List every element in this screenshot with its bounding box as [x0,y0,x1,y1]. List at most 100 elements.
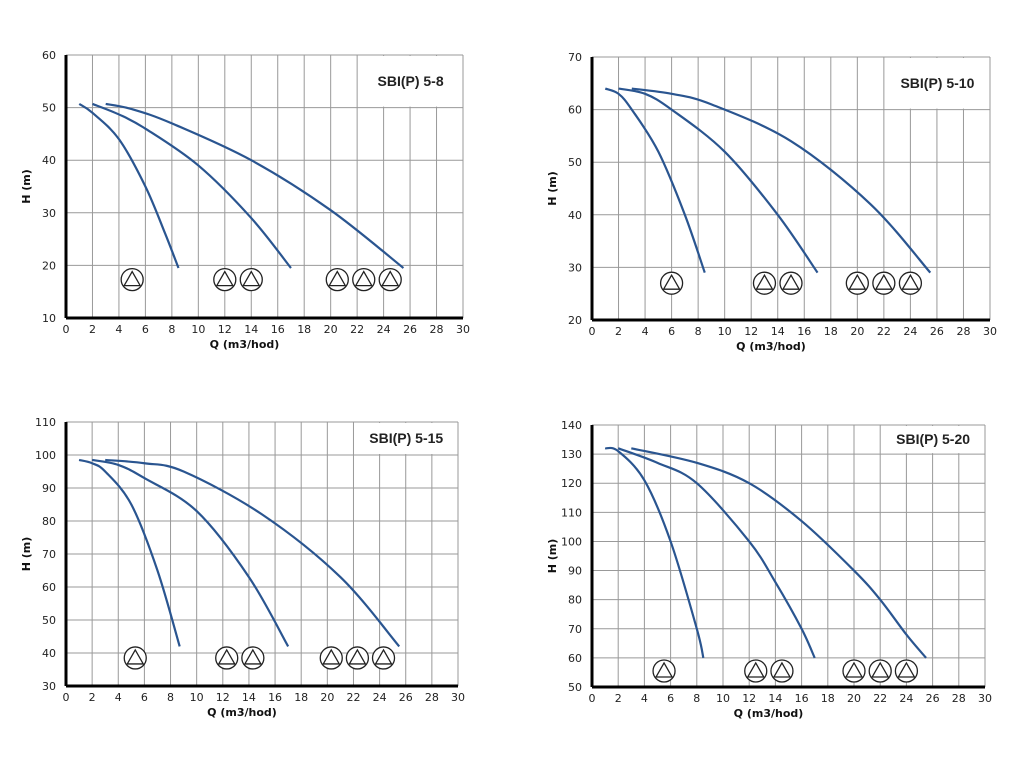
pump-triangle [654,661,674,678]
y-tick-label: 40 [42,647,56,660]
pump-icon [352,267,376,292]
pump-curve-3 [105,458,401,648]
pump-icon [842,659,866,683]
x-tick-label: 2 [89,323,96,336]
pump-triangle [746,661,765,678]
x-tick-label: 4 [641,692,648,705]
pump-triangle [322,648,341,665]
pump-curve-1 [78,458,181,647]
pump-triangle [781,273,801,290]
pump-icon [239,267,263,292]
x-tick-label: 24 [903,325,917,338]
pump-curve-2 [618,87,819,274]
x-tick-label: 8 [167,691,174,704]
x-tick-label: 24 [373,691,387,704]
y-tick-label: 30 [42,207,56,220]
pump-triangle [217,648,236,665]
pump-icon [215,646,239,670]
y-tick-label: 130 [561,448,582,461]
pump-icon [241,646,265,670]
y-tick-label: 50 [568,156,582,169]
pump-icon [319,646,343,670]
pump-curve-1 [78,102,180,269]
x-tick-label: 6 [141,691,148,704]
x-tick-label: 6 [667,692,674,705]
y-tick-label: 50 [568,681,582,694]
pump-icon [378,267,402,292]
chart-title: SBI(P) 5-10 [900,75,974,91]
chart-3: 0 2 4 6 8 10 12 14 16 18 20 22 24 26 28 303040506070809… [20,416,465,719]
pump-icon [659,271,684,295]
chart-4: 0 2 4 6 8 10 12 14 16 18 20 22 24 26 28 305060708090100… [546,419,992,720]
y-tick-label: 80 [42,515,56,528]
x-tick-label: 14 [768,692,782,705]
x-tick-label: 14 [771,325,785,338]
x-tick-label: 10 [191,323,205,336]
pump-triangle [901,273,920,290]
y-tick-label: 40 [568,209,582,222]
pump-triangle [215,270,234,287]
y-axis-label: H (m) [20,169,33,204]
x-tick-label: 8 [168,323,175,336]
y-tick-label: 100 [561,535,582,548]
x-tick-label: 22 [873,692,887,705]
x-tick-label: 30 [983,325,997,338]
x-tick-label: 22 [350,323,364,336]
y-tick-label: 10 [42,312,56,325]
pump-curve-2 [91,458,290,647]
x-tick-label: 20 [320,691,334,704]
x-tick-label: 20 [324,323,338,336]
chart-title: SBI(P) 5-8 [378,73,444,89]
y-tick-label: 90 [42,482,56,495]
chart-title: SBI(P) 5-20 [896,431,970,447]
y-tick-label: 60 [42,581,56,594]
title-box [884,58,989,109]
y-tick-label: 50 [42,102,56,115]
x-tick-label: 26 [403,323,417,336]
x-tick-label: 22 [877,325,891,338]
y-tick-label: 60 [568,104,582,117]
y-tick-label: 60 [42,49,56,62]
chart-2: 0 2 4 6 8 10 12 14 16 18 20 22 24 26 28 30203040506070S… [546,51,997,353]
y-axis-label: H (m) [546,539,559,574]
x-tick-label: 12 [218,323,232,336]
x-tick-label: 20 [847,692,861,705]
pump-triangle [874,273,893,290]
pump-triangle [243,648,262,665]
x-tick-label: 26 [399,691,413,704]
x-tick-label: 14 [244,323,258,336]
x-tick-label: 22 [346,691,360,704]
title-box [358,56,462,107]
pump-icon [898,271,923,295]
pump-triangle [897,661,916,678]
y-tick-label: 40 [42,154,56,167]
x-axis-label: Q (m3/hod) [210,338,280,351]
y-tick-label: 100 [35,449,56,462]
x-tick-label: 16 [271,323,285,336]
x-tick-label: 2 [615,325,622,338]
x-tick-label: 12 [744,325,758,338]
x-tick-label: 16 [268,691,282,704]
x-tick-label: 16 [795,692,809,705]
pump-triangle [772,661,792,678]
pump-icon [120,267,144,292]
x-tick-label: 24 [899,692,913,705]
x-tick-label: 26 [926,692,940,705]
pump-icon [325,267,349,292]
y-tick-label: 20 [42,259,56,272]
pump-triangle [848,273,867,290]
x-tick-label: 30 [456,323,470,336]
pump-icon [371,646,396,670]
pump-triangle [242,270,261,287]
pump-curve-3 [631,447,927,659]
y-tick-label: 60 [568,652,582,665]
pump-curve-2 [92,102,292,269]
y-tick-label: 110 [35,416,56,429]
pump-icon [652,659,676,683]
x-tick-label: 6 [142,323,149,336]
pump-icon [872,271,896,295]
pump-triangle [844,661,864,678]
x-tick-label: 0 [63,691,70,704]
pump-icon [868,659,892,683]
